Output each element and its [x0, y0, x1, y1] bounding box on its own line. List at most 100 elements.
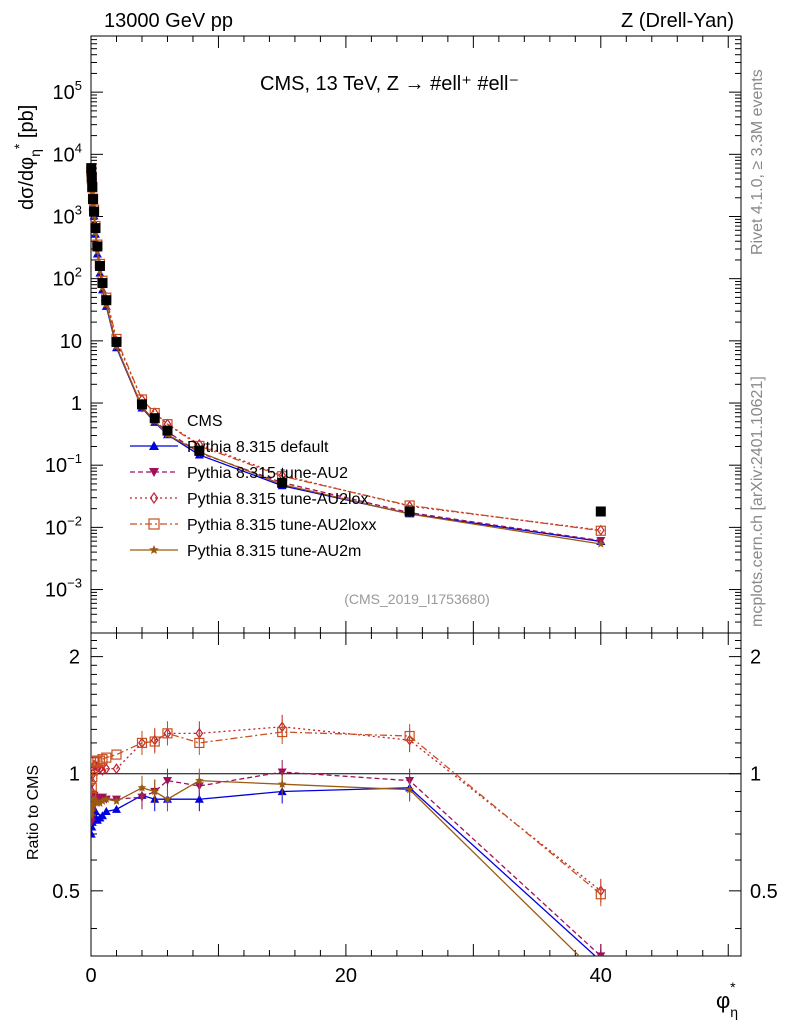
- y-tick-label: 10−2: [45, 513, 82, 539]
- ratio-point-3: [277, 726, 288, 738]
- ratio-point-0: [101, 806, 111, 816]
- ratio-tick-label-right: 0.5: [750, 881, 778, 903]
- ratio-axis-label: Ratio to CMS: [25, 765, 42, 860]
- ratio-point-2: [91, 785, 96, 798]
- legend-label-4: Pythia 8.315 tune-AU2loxx: [187, 517, 376, 534]
- y-axis-label: dσ/dφη* [pb]: [11, 105, 43, 210]
- legend: CMS Pythia 8.315 default Pythia 8.315 tune…: [130, 413, 376, 560]
- legend-label-0: CMS: [187, 413, 223, 430]
- y-tick-label: 105: [53, 78, 82, 104]
- rivet-label: Rivet 4.1.0, ≥ 3.3M events: [749, 69, 766, 255]
- y-tick-label: 10: [60, 331, 82, 353]
- y-axis-label-text: dσ/dφη* [pb]: [11, 105, 43, 210]
- ratio-point-0: [97, 811, 107, 820]
- ratio-point-3: [149, 736, 160, 747]
- cms-data-point: [86, 163, 97, 174]
- chart-title: CMS, 13 TeV, Z → #ell⁺ #ell⁻: [260, 73, 519, 95]
- ratio-point-2: [112, 763, 121, 775]
- ratio-tick-label: 2: [69, 647, 80, 669]
- legend-marker-3: [149, 491, 159, 505]
- ratio-curves: [91, 714, 606, 965]
- series-point-3: [595, 525, 606, 536]
- mcplots-label: mcplots.cern.ch [arXiv:2401.10621]: [749, 376, 766, 627]
- legend-label-5: Pythia 8.315 tune-AU2m: [187, 543, 361, 560]
- cms-data-point: [89, 206, 100, 217]
- ratio-point-4: [277, 779, 287, 788]
- ratio-line-0: [91, 787, 597, 956]
- series-point-4: [596, 539, 606, 548]
- ratio-point-4: [163, 794, 172, 803]
- cms-data-point: [404, 506, 415, 517]
- ratio-point-3: [162, 728, 173, 739]
- ratio-point-0: [111, 804, 121, 813]
- ratio-point-3: [595, 889, 606, 900]
- cms-data-point: [277, 477, 288, 488]
- ratio-point-0: [194, 794, 204, 803]
- y-tick-label: 10−3: [45, 576, 82, 602]
- ratio-tick-label-right: 2: [750, 647, 761, 669]
- y-tick-label: 104: [53, 140, 82, 166]
- legend-label-1: Pythia 8.315 default: [187, 439, 329, 456]
- ratio-axes: 0 20 40 0.5 0.5 1 1 2 2: [52, 633, 778, 987]
- ratio-point-3: [91, 782, 97, 793]
- ratio-point-0: [91, 829, 96, 838]
- cms-data-point: [111, 336, 122, 347]
- ratio-point-3: [111, 749, 122, 760]
- ratio-point-4: [98, 796, 107, 805]
- cms-data-point: [97, 278, 108, 289]
- x-tick-label: 0: [85, 965, 96, 987]
- ratio-tick-label: 0.5: [52, 881, 80, 903]
- cms-data-point: [94, 260, 105, 271]
- y-tick-label: 103: [53, 202, 82, 228]
- cms-data-point: [162, 425, 173, 436]
- y-tick-label: 10−1: [45, 451, 82, 477]
- ratio-frame: [90, 632, 742, 957]
- legend-label-2: Pythia 8.315 tune-AU2: [187, 465, 348, 482]
- ratio-tick-label-right: 1: [750, 764, 761, 786]
- x-tick-label: 20: [335, 965, 357, 987]
- ratio-point-2: [102, 763, 111, 775]
- ratio-point-4: [95, 798, 105, 807]
- legend-marker-5: [149, 545, 159, 555]
- ratio-point-4: [137, 783, 147, 792]
- ratio-point-1: [162, 777, 172, 786]
- ratio-point-4: [102, 794, 111, 803]
- legend-marker-4: [148, 518, 160, 530]
- cms-data-point: [194, 445, 205, 456]
- ratio-point-4: [112, 796, 121, 805]
- ratio-point-4: [195, 776, 204, 785]
- legend-label-3: Pythia 8.315 tune-AU2lox: [187, 491, 368, 508]
- ratio-point-3: [101, 752, 112, 763]
- ratio-point-3: [404, 730, 415, 742]
- x-tick-label: 40: [590, 965, 612, 987]
- ratio-point-2: [98, 764, 107, 776]
- y-tick-label: 1: [71, 393, 82, 415]
- ratio-point-4: [91, 811, 96, 820]
- ratio-point-3: [94, 755, 106, 766]
- ratio-point-4: [405, 785, 414, 794]
- series-line-0: [90, 177, 601, 543]
- cms-data-point: [149, 413, 160, 424]
- cms-data-point: [88, 194, 99, 205]
- ratio-point-3: [194, 737, 205, 749]
- ratio-line-3: [91, 731, 602, 895]
- main-curves: [86, 163, 606, 548]
- ratio-point-3: [91, 772, 98, 783]
- cms-data-point: [90, 223, 101, 234]
- ratio-point-4: [150, 787, 160, 796]
- cms-data-point: [595, 506, 606, 517]
- main-axes: 10−3 10−2 10−1 1 10 102 103 104 105: [45, 35, 741, 634]
- series-line-1: [90, 175, 601, 542]
- ratio-point-0: [596, 957, 605, 965]
- legend-marker-1: [149, 441, 159, 450]
- ratio-point-1: [596, 952, 606, 956]
- cms-data-point: [92, 241, 103, 252]
- ratio-point-3: [97, 754, 108, 765]
- ratio-tick-label: 1: [69, 764, 80, 786]
- cms-data-point: [101, 295, 112, 306]
- header-left: 13000 GeV pp: [104, 10, 233, 32]
- legend-marker-2: [149, 468, 159, 477]
- header-right: Z (Drell-Yan): [621, 10, 734, 32]
- y-tick-label: 102: [53, 265, 82, 291]
